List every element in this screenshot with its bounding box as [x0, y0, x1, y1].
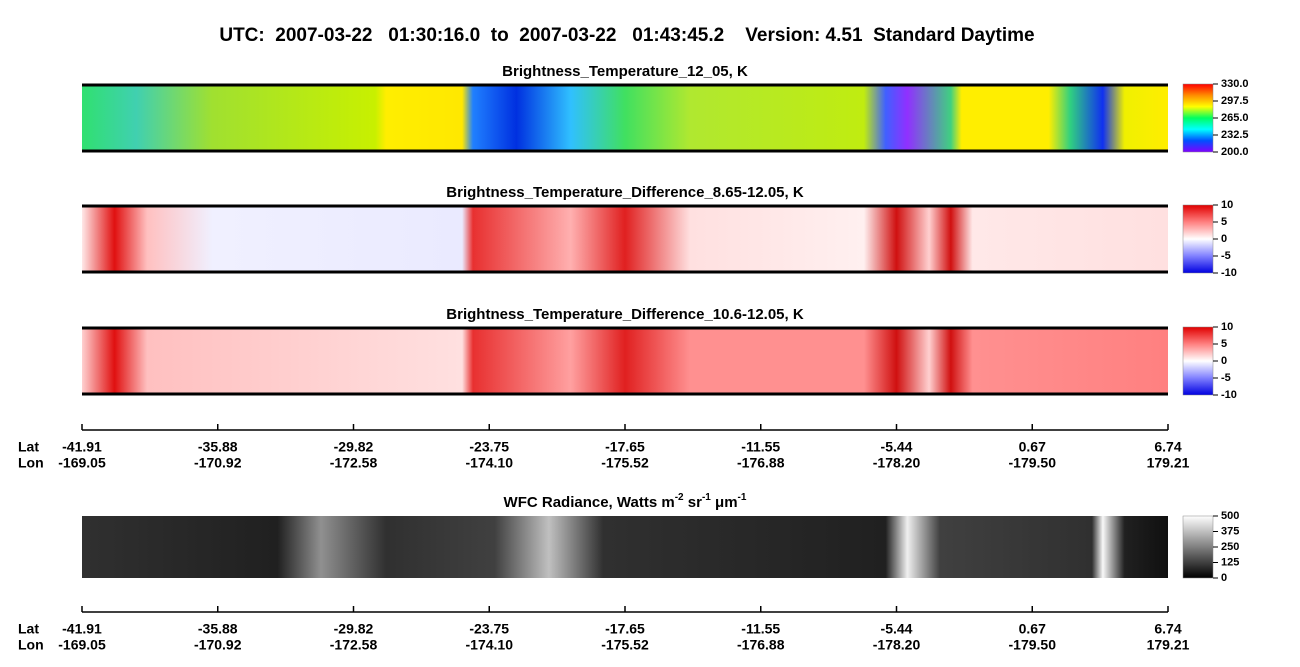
data-strip [82, 84, 1168, 152]
lon-tick-label: -170.92 [194, 637, 242, 653]
lat-tick-label: 0.67 [1019, 621, 1046, 637]
lon-tick-label: -179.50 [1009, 455, 1057, 471]
data-strip [82, 327, 1168, 395]
colorbar [1182, 515, 1214, 579]
lon-tick-label: -169.05 [58, 637, 106, 653]
lat-tick-label: 0.67 [1019, 439, 1046, 455]
colorbar-tick-label: 5 [1221, 338, 1227, 350]
lat-tick-label: -41.91 [62, 439, 102, 455]
title-superscript: -1 [738, 492, 747, 503]
lon-tick-label: -172.58 [330, 637, 378, 653]
title-text: Brightness_Temperature_Difference_10.6-1… [446, 306, 804, 323]
data-strip [82, 516, 1168, 578]
colorbar-tick-label: 330.0 [1221, 78, 1249, 90]
title-text: Brightness_Temperature_12_05, K [502, 63, 748, 80]
colorbar-tick-label: 0 [1221, 572, 1227, 584]
panel-title: Brightness_Temperature_Difference_10.6-1… [446, 306, 804, 323]
lon-tick-label: 179.21 [1147, 455, 1190, 471]
lon-tick-label: -175.52 [601, 637, 649, 653]
lon-tick-label: -179.50 [1009, 637, 1057, 653]
colorbar-tick-label: 10 [1221, 321, 1233, 333]
lat-tick-label: -35.88 [198, 621, 238, 637]
lon-tick-label: -169.05 [58, 455, 106, 471]
lon-label: Lon [18, 455, 44, 471]
panel-title: Brightness_Temperature_Difference_8.65-1… [446, 184, 804, 201]
lat-tick-label: -23.75 [469, 621, 509, 637]
colorbar-tick-label: 232.5 [1221, 129, 1249, 141]
lat-tick-label: -29.82 [334, 621, 374, 637]
colorbar-tick-label: 10 [1221, 199, 1233, 211]
colorbar-tick-label: 250 [1221, 541, 1239, 553]
lon-tick-label: -174.10 [466, 637, 514, 653]
lat-tick-label: -29.82 [334, 439, 374, 455]
colorbar-tick-label: -5 [1221, 372, 1231, 384]
lat-tick-label: -41.91 [62, 621, 102, 637]
lat-tick-label: -17.65 [605, 439, 645, 455]
colorbar [1182, 204, 1214, 274]
colorbar-tick-label: -10 [1221, 267, 1237, 279]
colorbar-tick-label: 265.0 [1221, 112, 1249, 124]
lat-tick-label: -5.44 [881, 621, 913, 637]
lat-tick-label: -5.44 [881, 439, 913, 455]
lat-tick-label: -23.75 [469, 439, 509, 455]
lat-tick-label: -35.88 [198, 439, 238, 455]
lon-tick-label: -175.52 [601, 455, 649, 471]
colorbar-tick-label: 375 [1221, 525, 1239, 537]
colorbar [1182, 83, 1214, 153]
lon-tick-label: -174.10 [466, 455, 514, 471]
lat-tick-label: 6.74 [1154, 621, 1181, 637]
colorbar-tick-label: 500 [1221, 510, 1239, 522]
panel-title: WFC Radiance, Watts m-2 sr-1 μm-1 [504, 492, 747, 511]
colorbar-tick-label: 297.5 [1221, 95, 1249, 107]
lon-tick-label: -178.20 [873, 637, 921, 653]
title-text: Brightness_Temperature_Difference_8.65-1… [446, 184, 804, 201]
lon-label: Lon [18, 637, 44, 653]
lat-label: Lat [18, 439, 39, 455]
colorbar-tick-label: 200.0 [1221, 146, 1249, 158]
title-text: μm [711, 494, 738, 511]
colorbar-tick-label: 5 [1221, 216, 1227, 228]
lat-tick-label: 6.74 [1154, 439, 1181, 455]
colorbar-tick-label: -5 [1221, 250, 1231, 262]
colorbar-tick-label: 0 [1221, 233, 1227, 245]
colorbar-tick-label: 125 [1221, 556, 1239, 568]
colorbar-tick-label: 0 [1221, 355, 1227, 367]
lon-tick-label: -170.92 [194, 455, 242, 471]
colorbar-tick-label: -10 [1221, 389, 1237, 401]
page-title: UTC: 2007-03-22 01:30:16.0 to 2007-03-22… [219, 25, 1034, 46]
lat-tick-label: -11.55 [741, 621, 780, 637]
panel-title: Brightness_Temperature_12_05, K [502, 63, 748, 80]
lon-tick-label: -172.58 [330, 455, 378, 471]
lon-tick-label: -176.88 [737, 637, 785, 653]
colorbar [1182, 326, 1214, 396]
title-text: sr [684, 494, 703, 511]
lat-label: Lat [18, 621, 39, 637]
title-superscript: -2 [675, 492, 684, 503]
data-strip [82, 205, 1168, 273]
lat-tick-label: -17.65 [605, 621, 645, 637]
title-superscript: -1 [702, 492, 711, 503]
lon-tick-label: -176.88 [737, 455, 785, 471]
lon-tick-label: -178.20 [873, 455, 921, 471]
title-text: WFC Radiance, Watts m [504, 494, 675, 511]
lon-tick-label: 179.21 [1147, 637, 1190, 653]
lat-tick-label: -11.55 [741, 439, 780, 455]
